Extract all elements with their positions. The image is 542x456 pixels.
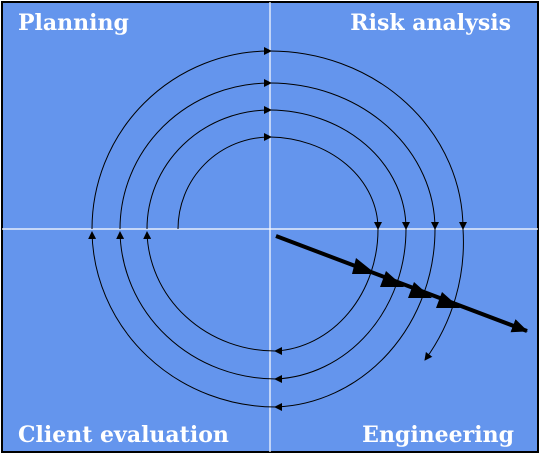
bottom-arrowhead-2 xyxy=(274,375,282,383)
spiral-bottom-arc-4 xyxy=(424,228,464,361)
bottom-arrowhead-3 xyxy=(274,403,282,411)
spiral-top-arrowheads xyxy=(264,47,272,141)
progress-arrow-shaft xyxy=(275,234,528,333)
spiral-bottom-arcs xyxy=(88,228,464,408)
progress-arrow-tick-2 xyxy=(380,271,404,287)
spiral-bottom-arc-2 xyxy=(275,228,407,380)
top-arrowhead-4 xyxy=(264,47,272,55)
bottom-arrowhead-1 xyxy=(274,347,282,355)
spiral-bottom-arrowheads xyxy=(274,347,282,411)
quadrant-label-risk-analysis: Risk analysis xyxy=(350,10,511,36)
progress-arrow-tick-1 xyxy=(352,258,376,274)
spiral-bottom-arc-1 xyxy=(275,228,379,352)
spiral-bottom-arc-3-left xyxy=(88,231,277,408)
progress-arrow xyxy=(275,234,528,333)
quadrant-label-client-evaluation: Client evaluation xyxy=(18,422,229,448)
top-arrowhead-2 xyxy=(264,106,272,114)
quadrant-label-planning: Planning xyxy=(18,10,129,36)
spiral-bottom-arc-2-left xyxy=(116,231,277,380)
progress-arrow-tick-4 xyxy=(436,292,460,308)
progress-arrow-tick-3 xyxy=(408,282,432,298)
spiral-bottom-arc-3 xyxy=(275,228,436,408)
top-arrowhead-3 xyxy=(264,79,272,87)
top-arrowhead-1 xyxy=(264,133,272,141)
quadrant-label-engineering: Engineering xyxy=(362,422,514,448)
spiral-bottom-arc-1-left xyxy=(143,231,277,352)
